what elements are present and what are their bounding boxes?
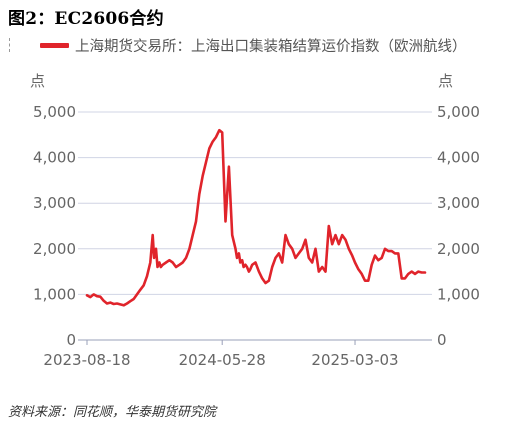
line-chart: 点 点 0 1,000 2,000 3,000 4,000 5,000 0 1,000 2,0… <box>30 72 480 369</box>
y-tick-right-label: 4,000 <box>437 149 480 167</box>
y-tick-left-label: 3,000 <box>33 194 76 212</box>
legend-line-swatch-icon <box>40 43 69 48</box>
y-axis-left: 0 1,000 2,000 3,000 4,000 5,000 <box>33 103 76 349</box>
y-tick-right-label: 1,000 <box>437 285 480 303</box>
y-tick-left-label: 1,000 <box>33 285 76 303</box>
y-tick-right-label: 0 <box>437 331 447 349</box>
y-tick-left-label: 4,000 <box>33 149 76 167</box>
y-tick-right-label: 2,000 <box>437 240 480 258</box>
grid-lines <box>78 111 432 341</box>
y-axis-unit-left: 点 <box>30 72 45 90</box>
x-tick-label: 2025-03-03 <box>311 351 398 369</box>
x-axis: 2023-08-18 2024-05-28 2025-03-03 <box>43 340 399 369</box>
legend-series-label: 上海期货交易所：上海出口集装箱结算运价指数（欧洲航线） <box>75 39 467 55</box>
dashed-divider <box>9 38 10 52</box>
series-line <box>85 128 427 307</box>
y-axis-right: 0 1,000 2,000 3,000 4,000 5,000 <box>437 103 480 349</box>
figure-title: 图2：EC2606合约 <box>8 9 164 29</box>
y-tick-left-label: 0 <box>66 331 76 349</box>
y-tick-right-label: 5,000 <box>437 103 480 121</box>
y-tick-left-label: 5,000 <box>33 103 76 121</box>
y-tick-left-label: 2,000 <box>33 240 76 258</box>
chart-legend: 上海期货交易所：上海出口集装箱结算运价指数（欧洲航线） <box>40 35 467 55</box>
y-tick-right-label: 3,000 <box>437 194 480 212</box>
x-tick-label: 2024-05-28 <box>179 351 266 369</box>
y-axis-unit-right: 点 <box>438 72 453 90</box>
source-note: 资料来源：同花顺，华泰期货研究院 <box>8 405 217 420</box>
x-tick-label: 2023-08-18 <box>43 351 130 369</box>
